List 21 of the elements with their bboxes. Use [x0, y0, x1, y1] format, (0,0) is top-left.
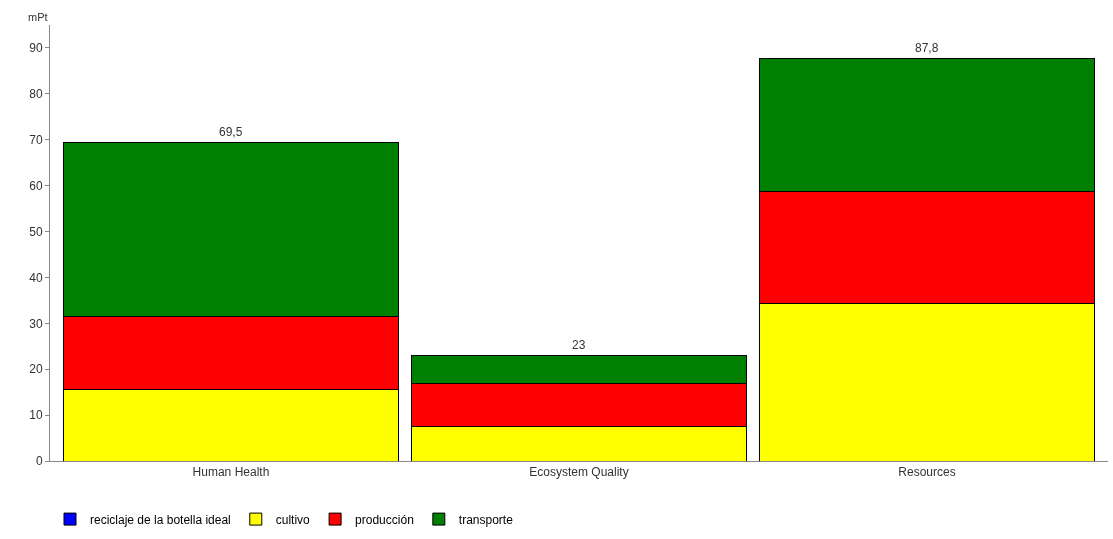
y-axis-title: mPt [28, 11, 48, 23]
legend-label: cultivo [275, 512, 311, 527]
y-tick-label: 10 [29, 408, 43, 423]
y-tick-label: 90 [29, 41, 43, 56]
y-tick-label: 0 [35, 454, 43, 469]
y-tick-label: 30 [29, 316, 43, 331]
total-label: 69,5 [219, 125, 243, 139]
x-tick-label: Human Health [192, 465, 270, 480]
x-tick-label: Ecosystem Quality [529, 465, 629, 480]
y-tick-label: 20 [29, 362, 43, 377]
y-tick-label: 60 [29, 178, 43, 193]
x-tick-label: Resources [898, 465, 956, 480]
y-tick-label: 50 [29, 224, 43, 239]
y-tick-label: 80 [29, 87, 43, 102]
legend-label: reciclaje de la botella ideal [90, 512, 231, 527]
total-label: 87,8 [915, 41, 939, 55]
total-label: 23 [572, 338, 586, 352]
legend-label: producción [355, 512, 414, 527]
y-tick-label: 70 [29, 132, 43, 147]
legend-label: transporte [458, 512, 514, 527]
y-tick-label: 40 [29, 270, 43, 285]
